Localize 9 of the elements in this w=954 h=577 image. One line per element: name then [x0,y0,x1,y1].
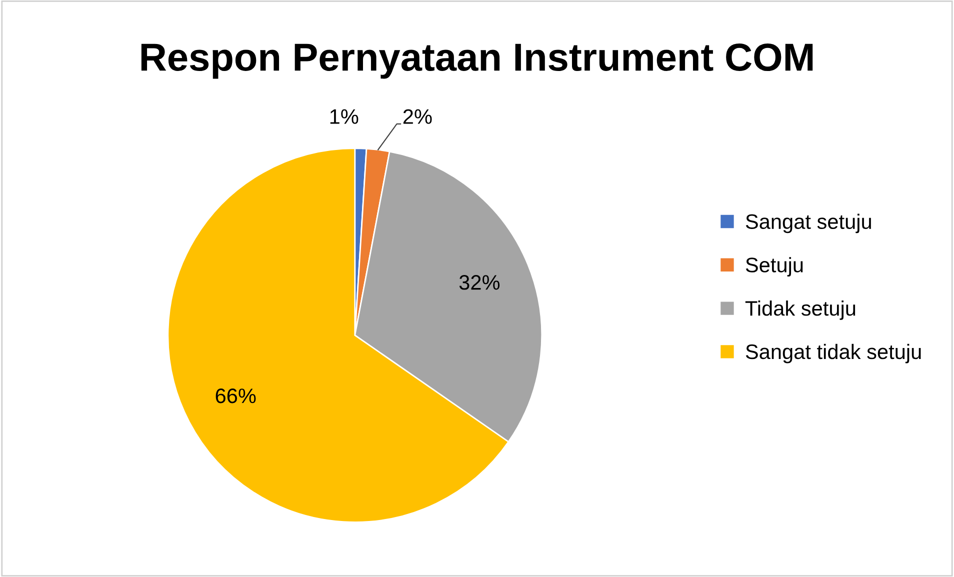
legend-label: Tidak setuju [745,300,856,320]
data-label: 1% [330,109,358,124]
data-label: 66% [216,388,256,404]
data-label: 32% [459,275,500,290]
legend-label: Sangat setuju [746,214,871,234]
data-label: 2% [403,109,432,124]
legend-label: Sangat tidak setuju [746,344,921,364]
legend-label: Setuju [746,257,803,277]
chart-title: Respon Pernyataan Instrument COM [141,43,813,79]
